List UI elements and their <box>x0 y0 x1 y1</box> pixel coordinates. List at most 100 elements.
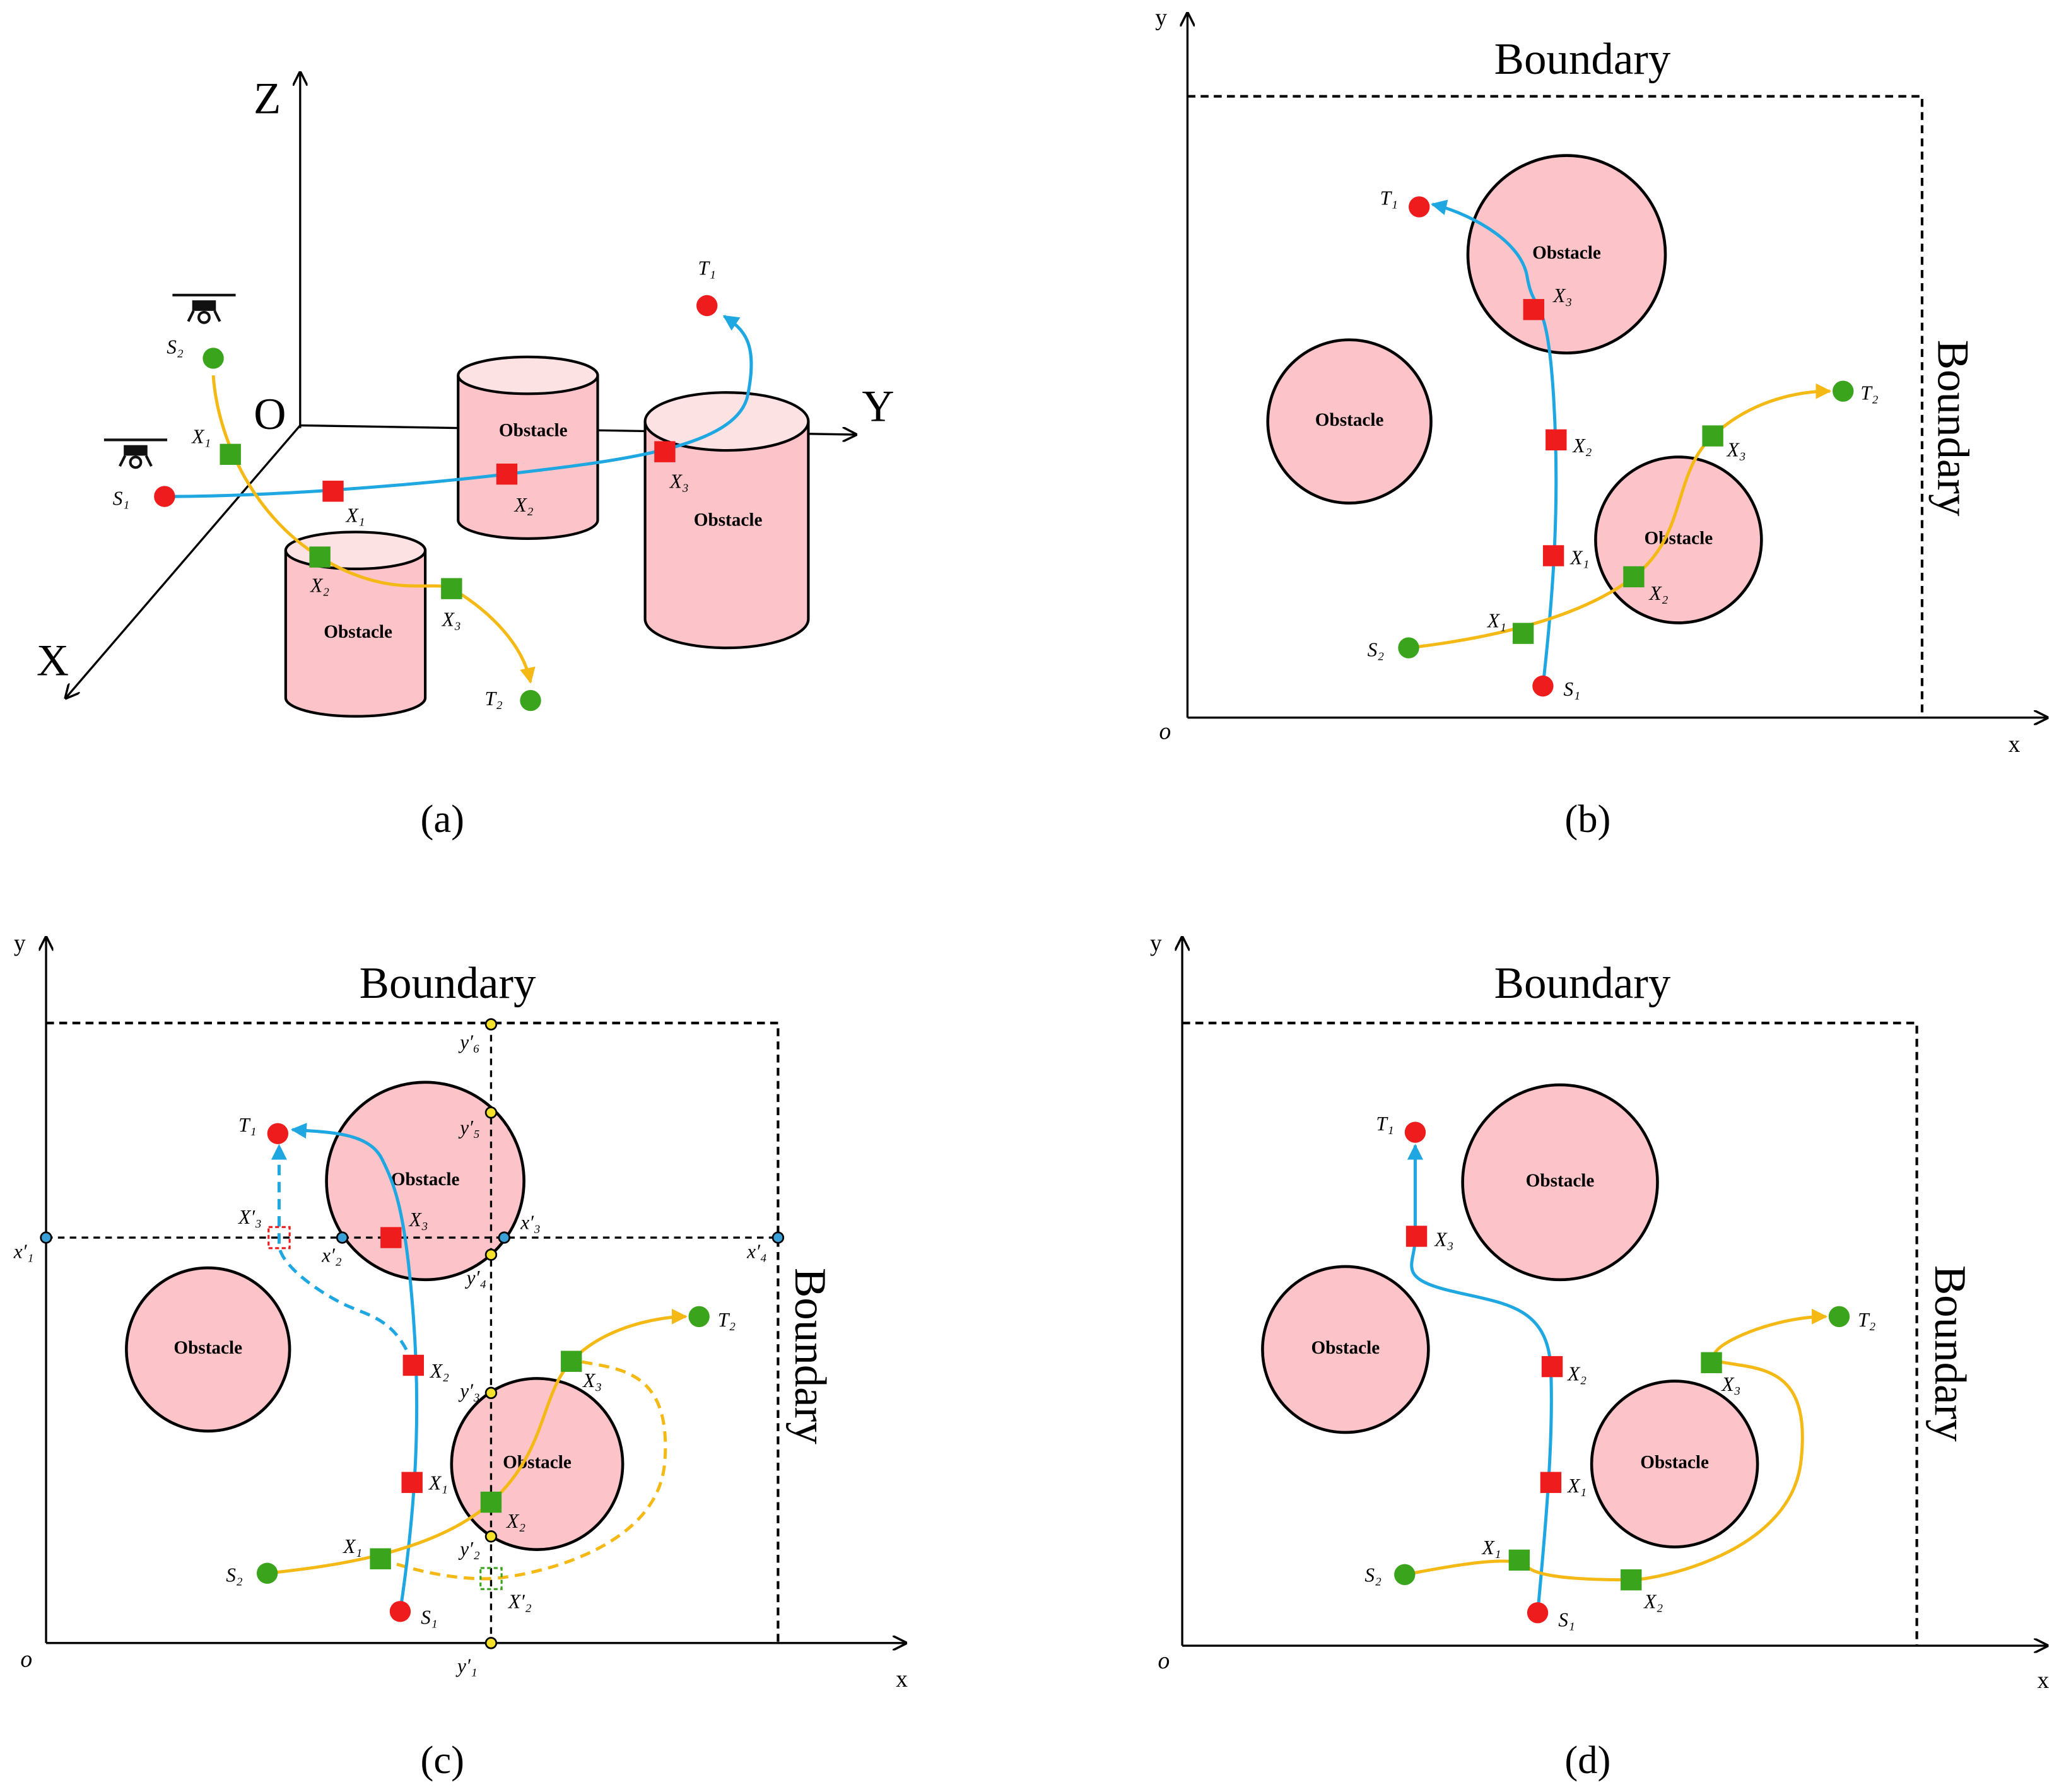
endpoint <box>1394 1564 1416 1586</box>
axis <box>66 425 302 698</box>
endpoint <box>1828 1306 1850 1327</box>
obstacle <box>1461 1083 1659 1282</box>
grid-point-label: x′₃ <box>520 1211 541 1233</box>
obstacle-top <box>457 355 599 395</box>
waypoint-label: X₃ <box>1433 1229 1453 1251</box>
endpoint-label: T₁ <box>1380 187 1398 209</box>
waypoint <box>370 1548 391 1569</box>
endpoint-label: T₂ <box>1858 1309 1875 1331</box>
endpoint-label: S₁ <box>1564 678 1581 700</box>
obstacle-top <box>643 391 810 452</box>
grid-point <box>484 1018 498 1031</box>
waypoint <box>220 443 241 466</box>
path <box>1431 199 1558 686</box>
endpoint <box>267 1123 289 1144</box>
waypoint <box>654 441 676 462</box>
grid-point-label: x′₄ <box>746 1240 767 1262</box>
endpoint <box>688 1306 710 1327</box>
boundary <box>1182 1021 1918 1646</box>
obstacle-label: Obstacle <box>694 510 763 530</box>
drone-leg <box>119 455 127 467</box>
obstacle <box>125 1266 291 1433</box>
waypoint <box>1541 1356 1563 1378</box>
obstacle-top <box>284 530 427 570</box>
axis-label: y <box>1150 930 1162 956</box>
waypoint-label: X₂ <box>309 574 329 596</box>
waypoint-label: X₂ <box>429 1360 449 1382</box>
waypoint-label: X₃ <box>441 609 461 631</box>
obstacle-label: Obstacle <box>1645 529 1713 549</box>
waypoint <box>1542 545 1564 566</box>
endpoint-label: T₁ <box>238 1114 256 1136</box>
waypoint-label: X₁ <box>1566 1475 1587 1497</box>
waypoint-label: X₁ <box>1481 1537 1501 1559</box>
grid-point <box>484 1530 498 1543</box>
obstacle-label: Obstacle <box>1640 1453 1709 1473</box>
obstacle-label: Obstacle <box>324 622 392 642</box>
grid-point <box>40 1231 52 1244</box>
grid-point-label: y′₂ <box>458 1538 480 1560</box>
axis-label: y <box>1155 5 1167 31</box>
waypoint-label: X₃ <box>408 1209 428 1231</box>
waypoint-label: X₂ <box>1566 1362 1587 1385</box>
waypoint <box>309 546 331 568</box>
caption: (a) <box>420 797 464 841</box>
endpoint-label: S₂ <box>1368 639 1385 661</box>
obstacle <box>643 421 810 650</box>
waypoint <box>1623 566 1645 588</box>
boundary-label: Boundary <box>360 959 536 1008</box>
waypoint-label: X₂ <box>1643 1590 1663 1612</box>
grid-point-label: x′₁ <box>13 1240 34 1262</box>
endpoint-label: S₂ <box>226 1564 243 1586</box>
drone-body <box>124 445 148 456</box>
obstacle <box>325 1080 525 1282</box>
waypoint <box>1546 429 1567 451</box>
endpoint <box>389 1601 411 1622</box>
waypoint <box>402 1354 424 1376</box>
waypoint-label: X₃ <box>669 470 689 492</box>
waypoint-label: X₃ <box>1720 1373 1740 1395</box>
obstacle <box>1266 338 1433 505</box>
endpoint <box>202 348 224 369</box>
endpoint-label: S₁ <box>113 488 130 510</box>
waypoint <box>441 578 462 599</box>
waypoint <box>1512 623 1534 644</box>
waypoint <box>561 1350 582 1372</box>
waypoint-label: X₁ <box>191 425 211 447</box>
axis-label: X <box>37 636 69 686</box>
endpoint-label: T₂ <box>484 688 502 710</box>
waypoint <box>1621 1569 1642 1591</box>
waypoint-label: X₁ <box>428 1472 448 1494</box>
path <box>1407 1144 1553 1613</box>
drone-leg <box>144 455 153 467</box>
axis-label: Y <box>862 382 894 431</box>
caption: (c) <box>420 1738 464 1782</box>
endpoint <box>256 1562 278 1584</box>
grid-point <box>484 1637 498 1649</box>
endpoint <box>1398 637 1419 659</box>
drone-camera <box>197 310 211 324</box>
alt-waypoint-label: X′₂ <box>507 1590 532 1612</box>
grid-point-label: y′₅ <box>458 1116 480 1139</box>
endpoint-label: S₂ <box>167 336 184 358</box>
axis-label: Z <box>254 74 281 123</box>
endpoint <box>1404 1121 1426 1143</box>
waypoint <box>322 481 344 502</box>
axis-label: o <box>20 1647 32 1673</box>
endpoint <box>1532 675 1554 697</box>
waypoint-label: X₁ <box>342 1535 362 1557</box>
grid-point <box>484 1386 498 1400</box>
waypoint-label: X₂ <box>513 494 534 516</box>
endpoint <box>1409 196 1430 218</box>
alt-waypoint-label: X′₃ <box>237 1206 262 1228</box>
drone-camera <box>129 455 143 469</box>
obstacle <box>457 375 599 540</box>
waypoint <box>1508 1549 1530 1571</box>
waypoint <box>380 1227 402 1248</box>
boundary-label: Boundary <box>1928 340 1977 517</box>
obstacle-label: Obstacle <box>1526 1171 1595 1191</box>
waypoint <box>267 1226 291 1250</box>
